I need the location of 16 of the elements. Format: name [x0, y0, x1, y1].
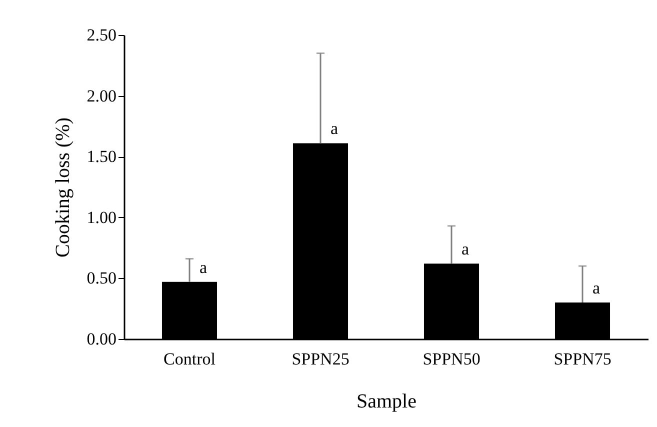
y-tick-label: 0.50	[86, 268, 116, 288]
annotation: a	[200, 258, 208, 277]
y-tick-label: 1.00	[86, 208, 116, 227]
y-tick-label: 2.50	[86, 26, 116, 44]
x-tick-label: SPPN75	[554, 350, 612, 368]
annotation: a	[462, 240, 470, 259]
x-tick-label: SPPN25	[292, 350, 350, 368]
x-tick-label: Control	[164, 350, 216, 368]
x-tick-label: SPPN50	[422, 350, 480, 368]
y-axis-title: Cooking loss (%)	[52, 118, 74, 258]
annotation: a	[592, 278, 600, 298]
x-axis-title: Sample	[356, 390, 417, 412]
annotation: a	[330, 119, 338, 138]
y-tick-label: 2.00	[86, 86, 116, 106]
y-tick-label: 0.00	[86, 330, 116, 348]
y-tick-label: 1.50	[86, 147, 116, 166]
